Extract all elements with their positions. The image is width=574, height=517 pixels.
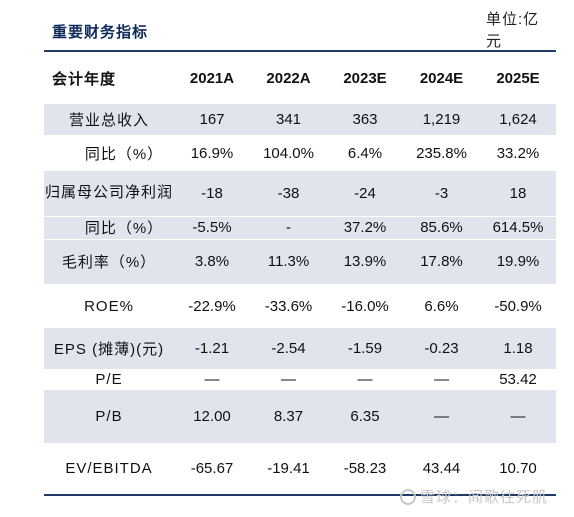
table-row: ROE% -22.9% -33.6% -16.0% 6.6% -50.9%	[44, 284, 556, 328]
cell: 16.9%	[190, 144, 234, 162]
cell: -3	[403, 171, 480, 216]
unit-label: 单位:亿元	[486, 11, 540, 50]
row-label: 营业总收入	[44, 104, 174, 135]
table-title: 重要财务指标	[52, 24, 149, 41]
cell: -38	[250, 171, 327, 216]
cell: -16.0%	[341, 297, 389, 315]
cell: -19.41	[267, 460, 310, 477]
row-label: P/B	[44, 390, 174, 443]
cell: -24	[327, 171, 403, 216]
row-label: ROE%	[84, 297, 134, 315]
row-label: 归属母公司净利润	[44, 171, 174, 216]
cell: -18	[174, 171, 250, 216]
year-2024: 2024E	[419, 69, 464, 87]
row-label: P/E	[95, 371, 123, 388]
cell: -65.67	[190, 460, 234, 477]
year-2021: 2021A	[189, 69, 235, 87]
cell: —	[434, 371, 449, 388]
cell: 104.0%	[263, 144, 314, 162]
table-row: P/B 12.00 8.37 6.35 — —	[44, 390, 556, 443]
cell: -50.9%	[494, 297, 542, 315]
cell: 85.6%	[403, 215, 480, 239]
year-2023: 2023E	[343, 69, 387, 87]
cell: -5.5%	[174, 215, 250, 239]
year-2025: 2025E	[496, 69, 540, 87]
year-2022: 2022A	[266, 69, 311, 87]
cell: -58.23	[343, 460, 387, 477]
cell: -1.59	[327, 328, 403, 369]
top-rule	[44, 50, 556, 52]
cell: -22.9%	[188, 297, 236, 315]
cell: -33.6%	[264, 297, 313, 315]
cell: 1,624	[480, 104, 556, 135]
cell: 18	[480, 171, 556, 216]
cell: 8.37	[250, 390, 327, 443]
cell: -1.21	[174, 328, 250, 369]
cell: 11.3%	[250, 238, 327, 284]
snowball-logo-icon	[400, 489, 416, 505]
cell: —	[281, 371, 296, 388]
financial-indicators-table: 会计年度 2021A 2022A 2023E 2024E 2025E 营业总收入…	[44, 52, 556, 494]
bottom-rule	[44, 494, 556, 496]
header-label: 会计年度	[52, 70, 117, 88]
cell: 53.42	[499, 371, 537, 388]
cell: 37.2%	[327, 215, 403, 239]
watermark: 雪球：闻歌往死肌	[400, 486, 548, 507]
cell: 10.70	[499, 460, 537, 477]
table-row: 归属母公司净利润 -18 -38 -24 -3 18	[44, 171, 556, 216]
cell: -2.54	[250, 328, 327, 369]
table-row: 毛利率（%） 3.8% 11.3% 13.9% 17.8% 19.9%	[44, 238, 556, 284]
row-label: 同比（%）	[84, 145, 164, 163]
cell: 3.8%	[174, 238, 250, 284]
row-label: 同比（%）	[44, 215, 174, 239]
table-row: 同比（%） 16.9% 104.0% 6.4% 235.8% 33.2%	[44, 135, 556, 171]
row-label: EPS (摊薄)(元)	[44, 328, 174, 369]
cell: 17.8%	[403, 238, 480, 284]
cell: -0.23	[403, 328, 480, 369]
row-label: EV/EBITDA	[65, 460, 153, 477]
cell: 13.9%	[327, 238, 403, 284]
cell: 1,219	[403, 104, 480, 135]
table-row: 营业总收入 167 341 363 1,219 1,624	[44, 104, 556, 135]
cell: -	[250, 215, 327, 239]
cell: 1.18	[480, 328, 556, 369]
watermark-text: 雪球：闻歌往死肌	[420, 489, 549, 506]
cell: 167	[174, 104, 250, 135]
cell: —	[357, 371, 373, 388]
cell: 614.5%	[480, 215, 556, 239]
cell: —	[204, 371, 220, 388]
cell: 19.9%	[480, 238, 556, 284]
cell: 235.8%	[416, 144, 467, 162]
cell: 12.00	[174, 390, 250, 443]
cell: 33.2%	[496, 144, 540, 162]
cell: 6.6%	[424, 297, 459, 315]
row-label: 毛利率（%）	[44, 238, 174, 284]
header-row: 会计年度 2021A 2022A 2023E 2024E 2025E	[44, 52, 556, 104]
cell: —	[403, 390, 480, 443]
cell: 341	[250, 104, 327, 135]
cell: —	[480, 390, 556, 443]
cell: 6.35	[327, 390, 403, 443]
table-row: P/E — — — — 53.42	[44, 369, 556, 390]
cell: 6.4%	[347, 144, 383, 162]
cell: 43.44	[422, 460, 461, 477]
table-row: 同比（%） -5.5% - 37.2% 85.6% 614.5%	[44, 215, 556, 239]
cell: 363	[327, 104, 403, 135]
table-row: EPS (摊薄)(元) -1.21 -2.54 -1.59 -0.23 1.18	[44, 328, 556, 369]
table-row: EV/EBITDA -65.67 -19.41 -58.23 43.44 10.…	[44, 443, 556, 494]
